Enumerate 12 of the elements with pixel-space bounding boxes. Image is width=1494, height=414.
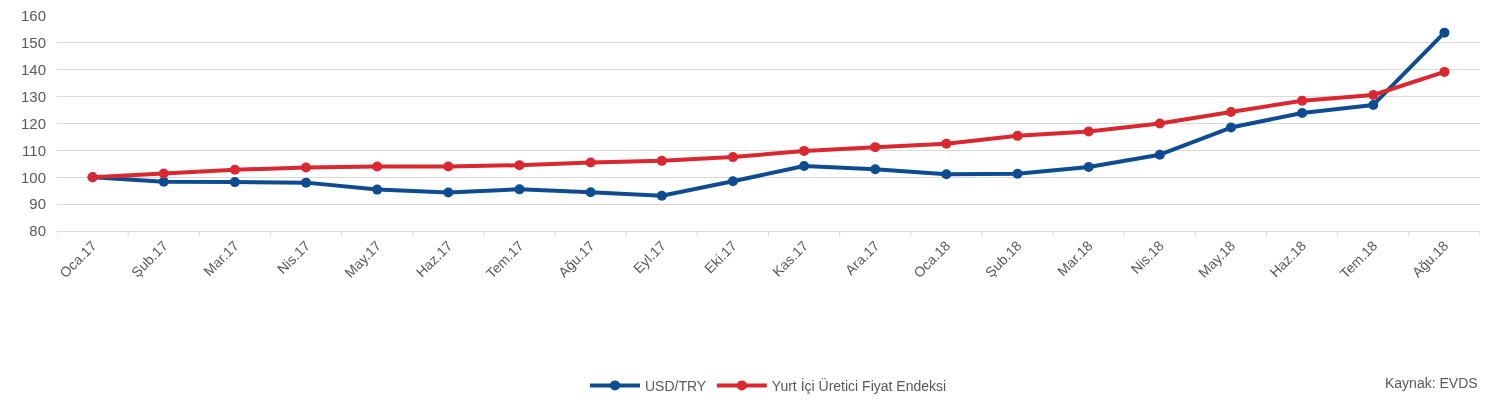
y-tick-label: 80 [29, 222, 46, 240]
y-tick-label: 120 [20, 114, 46, 132]
text: Kaynak: EVDS [1385, 375, 1478, 391]
legend-label: Yurt İçi Üretici Fiyat Endeksi [771, 376, 947, 394]
y-tick-label: 160 [20, 7, 46, 25]
y-tick-label: 130 [20, 87, 46, 105]
y-tick-label: 150 [20, 34, 46, 52]
y-tick-label: 140 [20, 61, 46, 78]
y-tick-label: 110 [22, 141, 46, 159]
y-tick-label: 90 [29, 195, 46, 213]
y-tick-label: 100 [20, 168, 46, 186]
legend-label: USD/TRY [645, 377, 707, 394]
